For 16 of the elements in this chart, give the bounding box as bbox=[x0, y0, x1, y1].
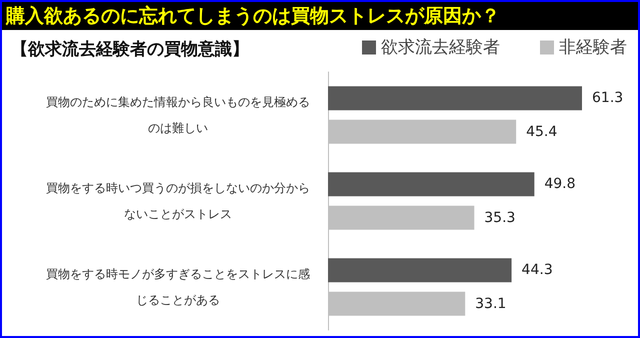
bar bbox=[328, 258, 512, 282]
y-tick-label: 買物のために集めた情報から良いものを見極めるのは難しい bbox=[46, 95, 310, 135]
text: 【欲求流去経験者の買物意識】 bbox=[11, 40, 249, 60]
y-tick-label: 買物をする時いつ買うのが損をしないのか分からないことがストレス bbox=[46, 181, 310, 221]
bar bbox=[328, 86, 582, 110]
data-label: 35.3 bbox=[484, 210, 516, 226]
bar bbox=[328, 172, 534, 196]
data-label: 49.8 bbox=[544, 176, 576, 192]
chart-title: 購入欲あるのに忘れてしまうのは買物ストレスが原因か？ bbox=[2, 2, 638, 30]
data-label: 33.1 bbox=[475, 296, 506, 312]
data-label: 61.3 bbox=[592, 90, 624, 106]
data-label: 44.3 bbox=[522, 262, 553, 278]
data-label: 45.4 bbox=[526, 124, 558, 140]
y-tick-label: 買物をする時モノが多すぎることをストレスに感じることがある bbox=[46, 267, 310, 307]
legend-label: 欲求流去経験者 bbox=[381, 38, 500, 58]
legend-label: 非経験者 bbox=[559, 38, 627, 58]
